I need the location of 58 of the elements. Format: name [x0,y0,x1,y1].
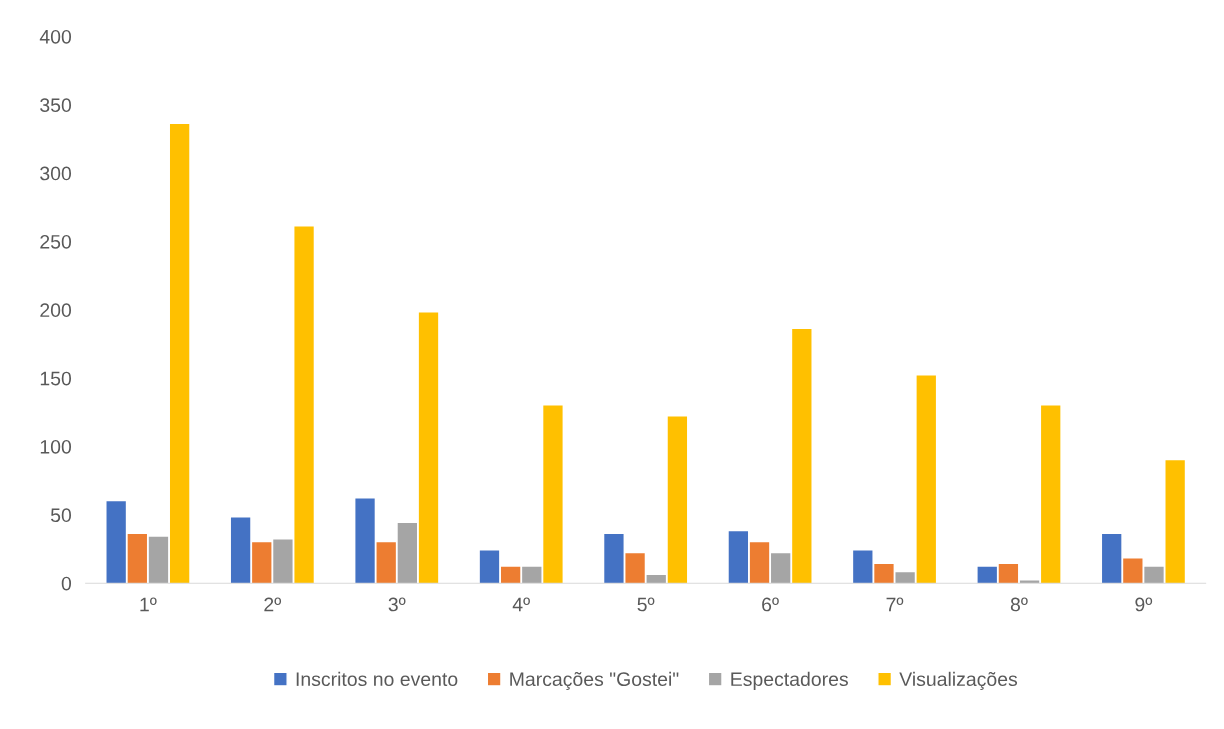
legend-label: Marcações "Gostei" [510,671,679,690]
bar [355,498,375,584]
bar [106,501,126,584]
x-tick-label: 6º [762,597,779,612]
legend-label: Visualizações [899,671,1018,690]
bar [625,553,645,584]
bar [1144,566,1164,584]
bar [728,531,749,584]
x-tick-label: 2º [264,597,282,612]
y-tick-label: 300 [40,166,72,181]
legend-label: Espectadores [731,671,848,690]
bar [273,539,293,584]
bar [543,405,563,584]
bar [998,564,1019,584]
bar [501,566,521,584]
y-tick-label: 250 [40,234,72,249]
y-tick-label: 350 [40,98,72,113]
x-tick-label: 4º [512,597,530,612]
y-tick-label: 200 [40,303,72,318]
bar [1041,405,1061,584]
bar [667,416,688,584]
bar [1123,558,1143,584]
bar [252,542,272,584]
bar [1102,533,1122,584]
bar [230,517,251,584]
bar [916,375,936,584]
bar [127,533,147,584]
bar [874,564,894,584]
y-tick-label: 150 [40,371,72,386]
x-tick-label: 3º [388,597,406,612]
y-tick-label: 400 [39,29,72,44]
bar [522,566,542,584]
y-tick-label: 100 [40,439,72,454]
bar [1165,460,1185,584]
y-tick-label: 0 [61,576,72,591]
x-tick-label: 5º [637,597,655,612]
bar [479,550,500,584]
bar [853,550,873,584]
legend-label: Inscritos no evento [296,671,458,687]
bar [169,123,190,584]
bar [771,553,791,584]
bar [148,536,169,584]
bar [646,575,666,584]
bar [397,523,417,584]
bar [604,533,624,584]
x-tick-label: 8º [1010,597,1028,612]
bar [977,566,997,584]
x-tick-label: 1º [140,597,157,612]
x-tick-label: 7º [886,597,904,612]
bar [792,328,812,584]
bar [376,542,396,584]
bar [294,226,314,584]
y-tick-label: 50 [50,508,72,523]
bar [418,312,439,584]
bar [895,572,915,584]
bar [749,542,770,584]
bar [1019,580,1040,584]
x-tick-label: 9º [1135,597,1153,612]
